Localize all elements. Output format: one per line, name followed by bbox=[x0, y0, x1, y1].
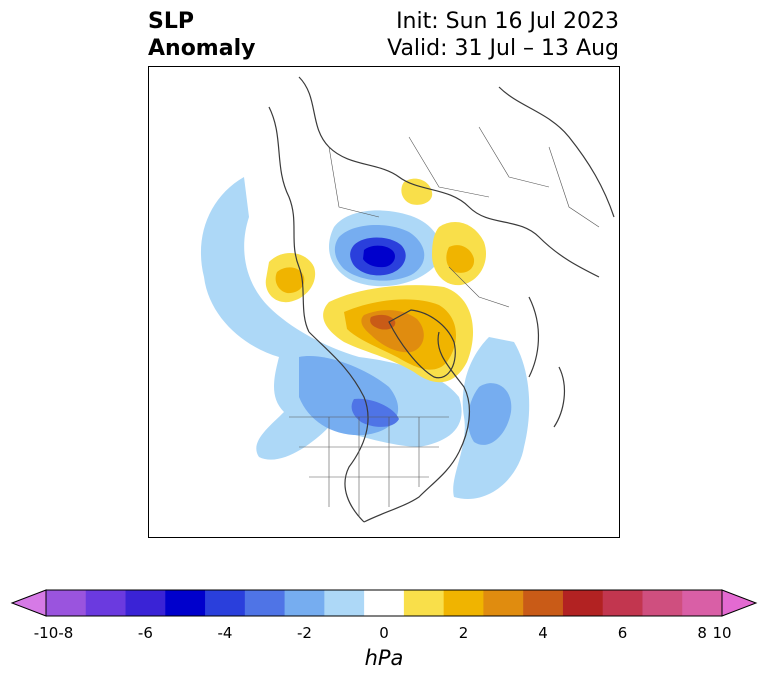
map-panel bbox=[148, 66, 620, 538]
colorbar-tick-label: -10 bbox=[33, 624, 59, 642]
anomaly-pos-siberia bbox=[401, 178, 433, 205]
colorbar-segment bbox=[682, 590, 723, 616]
colorbar-tick-label: 4 bbox=[538, 624, 548, 642]
colorbar-segment bbox=[483, 590, 524, 616]
anomaly-pos-scandinavia-core bbox=[446, 245, 475, 273]
colorbar-segment bbox=[244, 590, 286, 616]
colorbar-segment bbox=[403, 590, 445, 616]
colorbar-tick-label: 2 bbox=[458, 624, 469, 642]
colorbar-segment bbox=[205, 590, 246, 616]
anomaly-neg-canada-core bbox=[351, 398, 399, 427]
colorbar-segment bbox=[85, 590, 127, 616]
anomaly-map bbox=[200, 76, 615, 523]
colorbar-extend-max bbox=[721, 589, 758, 617]
colorbar-tick-label: 8 bbox=[697, 624, 707, 642]
coastlines bbox=[268, 76, 615, 523]
colorbar-border bbox=[45, 589, 723, 617]
colorbar-segment bbox=[602, 590, 643, 616]
colorbar-segment bbox=[165, 590, 206, 616]
colorbar-segment bbox=[523, 590, 564, 616]
colorbar-segment bbox=[46, 590, 87, 616]
colorbar-segment bbox=[443, 590, 484, 616]
colorbar-tick-label: 10 bbox=[712, 624, 732, 642]
anomaly-neg-atlantic-core bbox=[467, 383, 512, 445]
figure-title-right: Init: Sun 16 Jul 2023 Valid: 31 Jul – 13… bbox=[387, 8, 619, 62]
colorbar-tick-label: -2 bbox=[296, 624, 312, 642]
anomaly-pos-greenland-core bbox=[370, 314, 396, 330]
valid-range: Valid: 31 Jul – 13 Aug bbox=[387, 36, 619, 61]
colorbar-tick-label: -6 bbox=[137, 624, 153, 642]
anomaly-neg-core-deep bbox=[363, 245, 395, 268]
title-slp: SLP bbox=[148, 9, 194, 34]
colorbar-tick-label: 0 bbox=[379, 624, 389, 642]
colorbar-tick-label: -8 bbox=[58, 624, 74, 642]
colorbar-segment bbox=[284, 590, 325, 616]
colorbar bbox=[10, 589, 758, 617]
political-borders bbox=[289, 126, 600, 517]
colorbar-extend-min bbox=[10, 589, 47, 617]
init-date: Init: Sun 16 Jul 2023 bbox=[396, 9, 619, 34]
title-anomaly: Anomaly bbox=[148, 36, 256, 61]
anomaly-neg-west bbox=[200, 177, 462, 460]
colorbar-tick-label: -4 bbox=[217, 624, 233, 642]
figure-title-left: SLP Anomaly bbox=[148, 8, 255, 62]
colorbar-segment bbox=[125, 590, 166, 616]
colorbar-segment bbox=[642, 590, 683, 616]
colorbar-segment bbox=[364, 590, 405, 616]
colorbar-segment bbox=[324, 590, 365, 616]
anomaly-pos-alaska-core bbox=[275, 267, 305, 294]
colorbar-tick-label: 6 bbox=[617, 624, 628, 642]
colorbar-unit: hPa bbox=[364, 646, 404, 670]
colorbar-segment bbox=[562, 590, 604, 616]
